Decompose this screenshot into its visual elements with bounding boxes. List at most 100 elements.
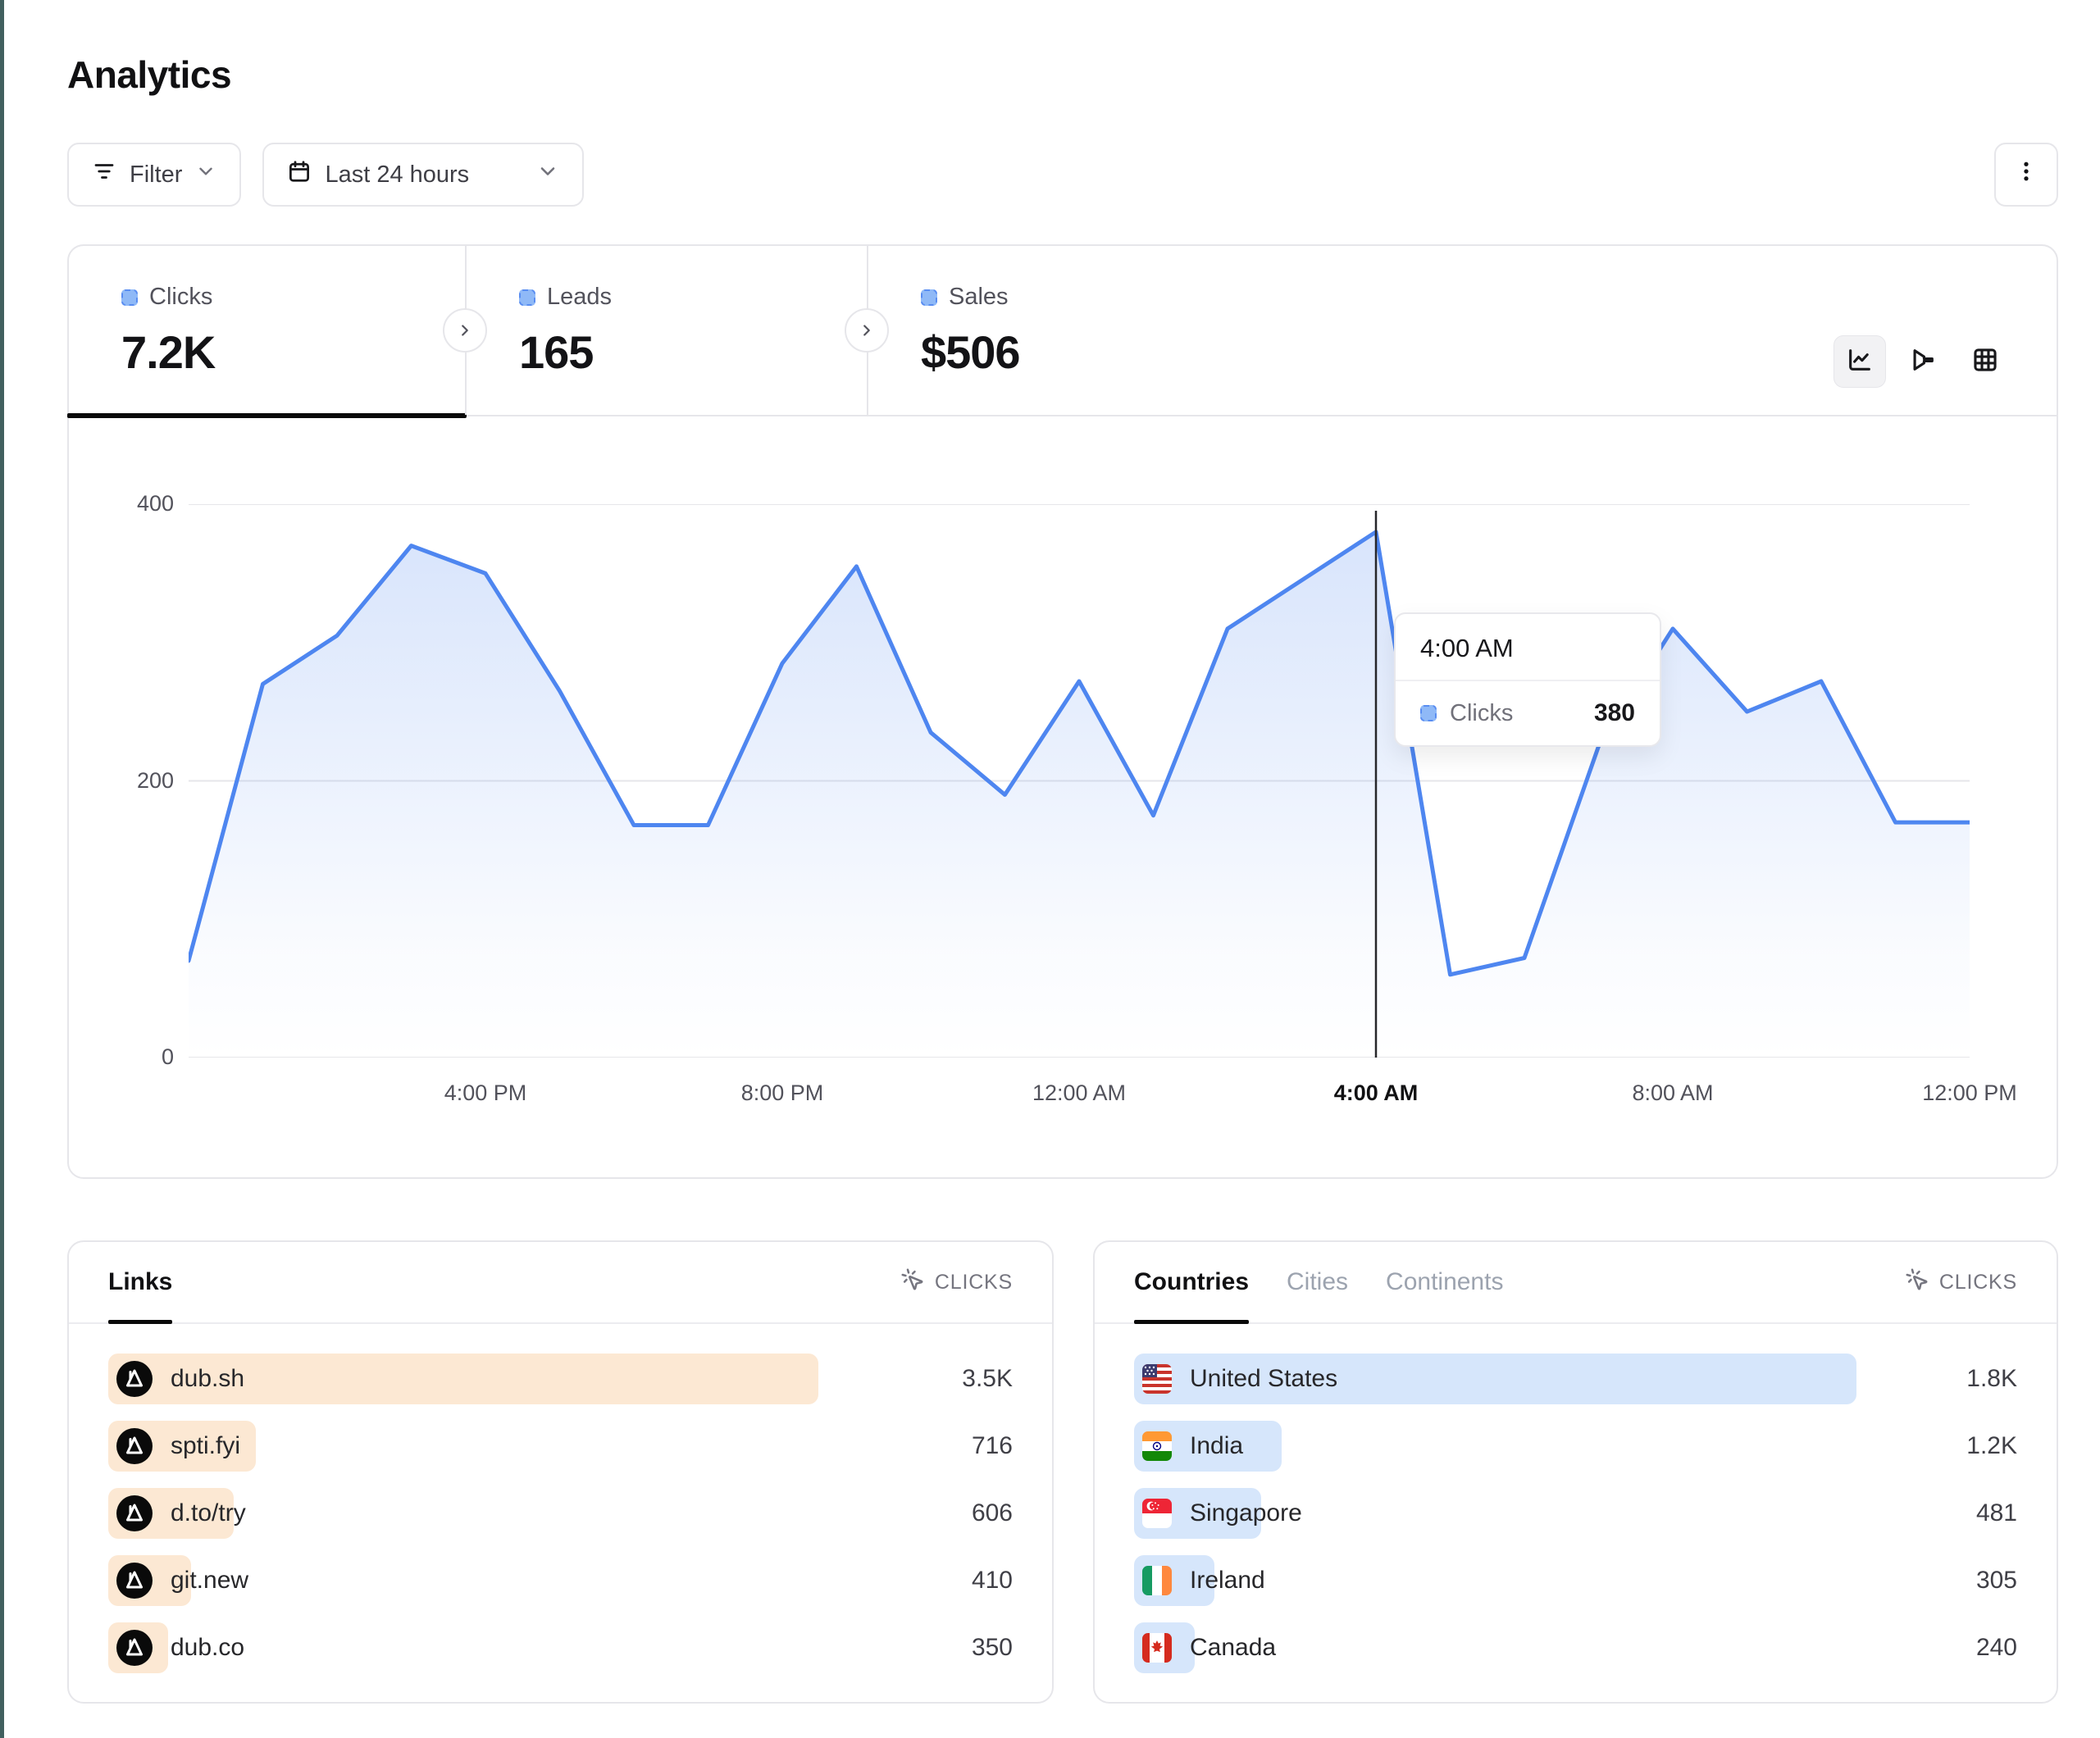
country-row[interactable]: Singapore 481 — [1134, 1488, 2017, 1539]
country-row[interactable]: Canada 240 — [1134, 1622, 2017, 1673]
row-value: 481 — [1975, 1499, 2017, 1526]
link-row[interactable]: dub.co 350 — [108, 1622, 1013, 1673]
stat-label-row: Sales — [921, 284, 1020, 311]
row-bar — [1134, 1354, 1856, 1404]
chart-view-toggle — [1834, 308, 2011, 415]
y-axis-tick: 200 — [136, 767, 174, 793]
links-metric-label: CLICKS — [934, 1270, 1013, 1294]
ie-flag-icon — [1142, 1566, 1172, 1595]
tab-continents[interactable]: Continents — [1386, 1268, 1504, 1295]
country-row[interactable]: Ireland 305 — [1134, 1555, 2017, 1606]
row-value: 240 — [1975, 1634, 2017, 1661]
row-bar-track: dub.sh — [108, 1354, 906, 1404]
stat-label: Clicks — [149, 284, 213, 310]
countries-metric-selector[interactable]: CLICKS — [1905, 1242, 2017, 1322]
stat-next-chevron-button[interactable] — [845, 308, 889, 353]
chart-tooltip: 4:00 AM Clicks 380 — [1394, 612, 1661, 747]
cursor-click-icon — [1905, 1267, 1929, 1298]
stat-value: 7.2K — [121, 326, 216, 378]
tooltip-series-row: Clicks 380 — [1396, 681, 1660, 745]
row-label: Ireland — [1190, 1567, 1265, 1594]
analytics-card: Clicks 7.2K Leads 165 Sales $50 — [67, 244, 2058, 1179]
row-bar-track: Ireland — [1134, 1555, 1911, 1606]
links-metric-selector[interactable]: CLICKS — [900, 1242, 1013, 1322]
toolbar: Filter Last 24 hours — [67, 143, 2058, 207]
table-grid-icon — [1971, 346, 1999, 378]
row-bar-track: United States — [1134, 1354, 1911, 1404]
clicks-legend-swatch — [1420, 705, 1437, 721]
row-value: 410 — [971, 1567, 1013, 1594]
row-label: dub.co — [171, 1634, 245, 1661]
line-chart-view-button[interactable] — [1834, 335, 1886, 388]
breakdown-panels: Links CLICKS dub.sh 3.5K — [67, 1240, 2058, 1704]
cursor-click-icon — [900, 1267, 925, 1298]
stat-label: Leads — [547, 284, 613, 310]
more-options-button[interactable] — [1994, 143, 2058, 207]
tab-links[interactable]: Links — [108, 1242, 173, 1324]
filter-button-label: Filter — [130, 161, 183, 188]
stats-row: Clicks 7.2K Leads 165 Sales $50 — [67, 246, 2057, 418]
chart-plot-area[interactable]: 4:00 AM Clicks 380 — [186, 503, 1972, 1058]
x-axis-tick: 8:00 AM — [1632, 1081, 1714, 1105]
row-bar-track: Singapore — [1134, 1488, 1911, 1539]
tab-cities[interactable]: Cities — [1287, 1268, 1349, 1295]
x-axis-tick: 12:00 AM — [1032, 1081, 1127, 1105]
link-row[interactable]: dub.sh 3.5K — [108, 1354, 1013, 1404]
dub-logo-icon — [116, 1495, 153, 1531]
filter-icon — [92, 159, 116, 190]
stat-tab-clicks[interactable]: Clicks 7.2K — [67, 246, 467, 418]
funnel-chart-icon — [1909, 346, 1937, 378]
country-row[interactable]: India 1.2K — [1134, 1421, 2017, 1472]
row-bar-track: India — [1134, 1421, 1911, 1472]
area-chart-svg — [186, 503, 1972, 1058]
row-value: 716 — [971, 1432, 1013, 1459]
sg-flag-icon — [1142, 1499, 1172, 1528]
stat-tab-sales[interactable]: Sales $506 — [867, 246, 2057, 415]
funnel-chart-view-button[interactable] — [1897, 336, 1948, 387]
row-label: git.new — [171, 1567, 249, 1594]
left-edge-panel-border — [0, 0, 4, 1738]
chevron-down-icon — [195, 161, 216, 189]
sales-legend-swatch — [921, 289, 937, 306]
link-row[interactable]: d.to/try 606 — [108, 1488, 1013, 1539]
link-row[interactable]: git.new 410 — [108, 1555, 1013, 1606]
x-axis-tick: 4:00 AM — [1333, 1081, 1419, 1105]
us-flag-icon — [1142, 1364, 1172, 1394]
leads-legend-swatch — [519, 289, 535, 306]
row-label: United States — [1190, 1365, 1338, 1392]
row-value: 350 — [971, 1634, 1013, 1661]
row-bar-track: d.to/try — [108, 1488, 906, 1539]
tab-countries[interactable]: Countries — [1134, 1242, 1250, 1324]
x-axis-tick: 4:00 PM — [444, 1081, 527, 1105]
y-axis-tick: 0 — [161, 1044, 174, 1069]
stat-value: 165 — [519, 326, 594, 378]
y-axis-tick: 400 — [136, 491, 174, 516]
filter-button[interactable]: Filter — [67, 143, 242, 207]
clicks-area-chart[interactable]: 4:00 AM Clicks 380 400 200 0 4:00 PM 8:00 P… — [69, 416, 2057, 1179]
dub-logo-icon — [116, 1563, 153, 1599]
x-axis-tick: 12:00 PM — [1922, 1081, 2017, 1105]
link-row[interactable]: spti.fyi 716 — [108, 1421, 1013, 1472]
row-bar — [108, 1354, 818, 1404]
stat-tab-leads[interactable]: Leads 165 — [465, 246, 867, 415]
country-row[interactable]: United States 1.8K — [1134, 1354, 2017, 1404]
stat-next-chevron-button[interactable] — [443, 308, 487, 353]
ca-flag-icon — [1142, 1633, 1172, 1663]
clicks-legend-swatch — [121, 289, 138, 306]
tooltip-value: 380 — [1593, 699, 1635, 726]
stat-label: Sales — [949, 284, 1009, 310]
analytics-page: Analytics Filter Last 24 hours — [67, 0, 2058, 1704]
stat-label-row: Leads — [519, 284, 867, 311]
line-chart-icon — [1846, 346, 1874, 378]
row-bar-track: git.new — [108, 1555, 906, 1606]
dub-logo-icon — [116, 1361, 153, 1397]
page-title: Analytics — [67, 53, 232, 96]
table-view-button[interactable] — [1960, 336, 2011, 387]
row-label: dub.sh — [171, 1365, 245, 1392]
dub-logo-icon — [116, 1630, 153, 1666]
active-tab-indicator — [67, 413, 467, 418]
row-label: Canada — [1190, 1634, 1277, 1661]
dub-logo-icon — [116, 1428, 153, 1464]
date-range-button[interactable]: Last 24 hours — [262, 143, 585, 207]
row-bar-track: dub.co — [108, 1622, 906, 1673]
